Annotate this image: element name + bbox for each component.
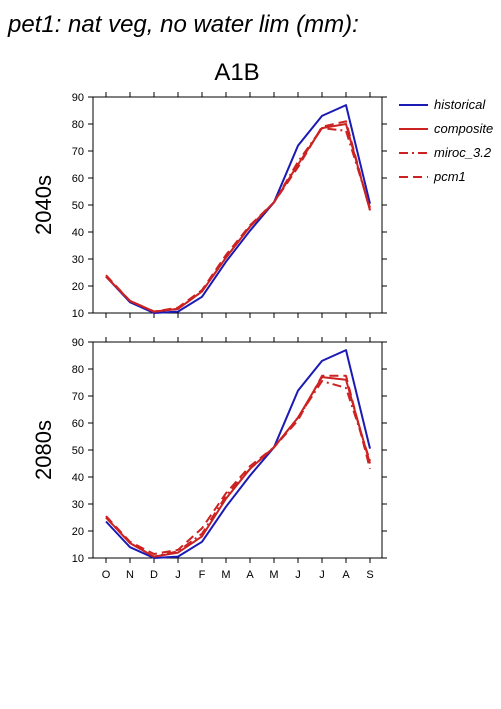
x-tick-label: M <box>269 569 278 581</box>
series-line-composite <box>105 123 371 313</box>
panel-2040s-yaxis: 10 20 30 40 50 60 70 80 90 <box>72 92 387 320</box>
y-tick-label: 40 <box>72 472 84 484</box>
panel-2080s-lines <box>105 349 371 559</box>
legend-label: composite <box>434 121 493 136</box>
y-tick-label: 60 <box>72 418 84 430</box>
legend: historical composite miroc_3.2 pcm1 <box>399 97 493 184</box>
period-label-2040s: 2040s <box>31 175 56 235</box>
x-tick-label: M <box>221 569 230 581</box>
y-tick-label: 60 <box>72 173 84 185</box>
y-tick-label: 70 <box>72 391 84 403</box>
y-tick-label: 50 <box>72 445 84 457</box>
legend-label: historical <box>434 97 486 112</box>
y-tick-label: 10 <box>72 308 84 320</box>
legend-label: pcm1 <box>433 169 466 184</box>
series-line-miroc-3-2 <box>105 127 371 313</box>
series-line-pcm1 <box>105 374 371 555</box>
y-tick-label: 80 <box>72 119 84 131</box>
period-label-2080s: 2080s <box>31 420 56 480</box>
y-tick-label: 40 <box>72 227 84 239</box>
panel-2080s-yaxis: 10 20 30 40 50 60 70 80 90 <box>72 337 387 565</box>
y-tick-label: 20 <box>72 281 84 293</box>
y-tick-label: 10 <box>72 553 84 565</box>
y-tick-label: 90 <box>72 337 84 349</box>
x-tick-label: A <box>246 569 254 581</box>
series-line-composite <box>105 376 371 558</box>
y-tick-label: 30 <box>72 254 84 266</box>
scenario-label: A1B <box>214 59 259 86</box>
y-tick-label: 20 <box>72 526 84 538</box>
legend-label: miroc_3.2 <box>434 145 492 160</box>
series-line-miroc-3-2 <box>105 380 371 558</box>
y-tick-label: 30 <box>72 499 84 511</box>
series-line-historical <box>105 104 371 314</box>
panel-2080s-grid <box>105 337 371 563</box>
x-tick-label: S <box>366 569 373 581</box>
panel-2040s: 10 20 30 40 50 60 70 80 90 2040s <box>31 92 387 320</box>
x-tick-label: F <box>199 569 206 581</box>
plot-frame-2080s <box>92 341 383 559</box>
plot-frame-2040s <box>92 96 383 314</box>
x-tick-label: N <box>126 569 134 581</box>
x-tick-label: O <box>102 569 111 581</box>
figure-title: pet1: nat veg, no water lim (mm): <box>7 11 359 38</box>
y-tick-label: 70 <box>72 146 84 158</box>
y-tick-label: 90 <box>72 92 84 104</box>
x-tick-label: J <box>319 569 325 581</box>
panel-2080s: 10 20 30 40 50 60 70 80 90 2080s O N D J F M A M J J A S <box>31 337 387 581</box>
panel-2040s-grid <box>105 92 371 318</box>
y-tick-label: 80 <box>72 364 84 376</box>
panel-2040s-lines <box>105 104 371 314</box>
x-tick-label: D <box>150 569 158 581</box>
x-tick-label: J <box>295 569 301 581</box>
series-line-pcm1 <box>105 120 371 313</box>
x-tick-label: J <box>175 569 181 581</box>
series-line-historical <box>105 349 371 559</box>
x-tick-label: A <box>342 569 350 581</box>
y-tick-label: 50 <box>72 200 84 212</box>
